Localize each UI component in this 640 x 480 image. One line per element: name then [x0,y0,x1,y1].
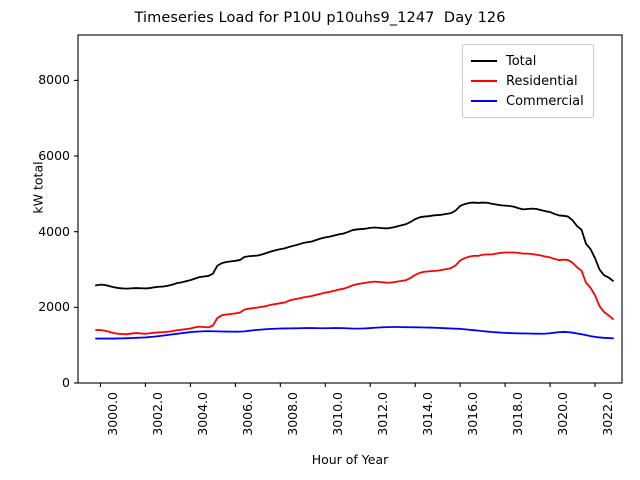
y-tick-label: 0 [62,375,70,390]
legend-color-swatch [471,100,497,102]
x-tick-label: 3002.0 [150,392,166,436]
series-line-residential [95,251,614,336]
series-line-total [95,201,614,290]
y-tick-label: 6000 [38,148,70,164]
axes-border [77,34,623,384]
legend-color-swatch [471,60,497,62]
x-tick-label: 3010.0 [330,392,346,436]
x-tick-label: 3014.0 [420,392,436,436]
x-tick-label: 3012.0 [375,392,391,436]
x-tick-label: 3022.0 [600,392,616,436]
legend-item: Commercial [471,91,584,111]
y-tick-label: 4000 [38,223,70,239]
y-tick-label: 2000 [38,299,70,315]
y-tick-label: 8000 [38,72,70,88]
y-axis-label: kW total [30,161,46,214]
x-tick-label: 3020.0 [555,392,571,436]
x-tick-label: 3008.0 [285,392,301,436]
chart-legend: Total Residential Commercial [462,44,594,118]
legend-label: Commercial [506,93,584,109]
legend-label: Total [506,53,537,69]
tick-marks [74,79,596,387]
x-axis-label: Hour of Year [311,452,389,467]
legend-color-swatch [471,80,497,82]
x-tick-label: 3004.0 [195,392,211,436]
legend-item: Residential [471,71,584,91]
series-line-commercial [95,326,614,340]
series-lines [95,201,614,340]
legend-label: Residential [506,73,578,89]
x-tick-label: 3006.0 [240,392,256,436]
x-tick-label: 3000.0 [105,392,121,436]
chart-title: Timeseries Load for P10U p10uhs9_1247 Da… [134,10,506,26]
legend-item: Total [471,51,584,71]
axes-frame [77,34,623,384]
x-tick-label: 3018.0 [510,392,526,436]
x-tick-label: 3016.0 [465,392,481,436]
